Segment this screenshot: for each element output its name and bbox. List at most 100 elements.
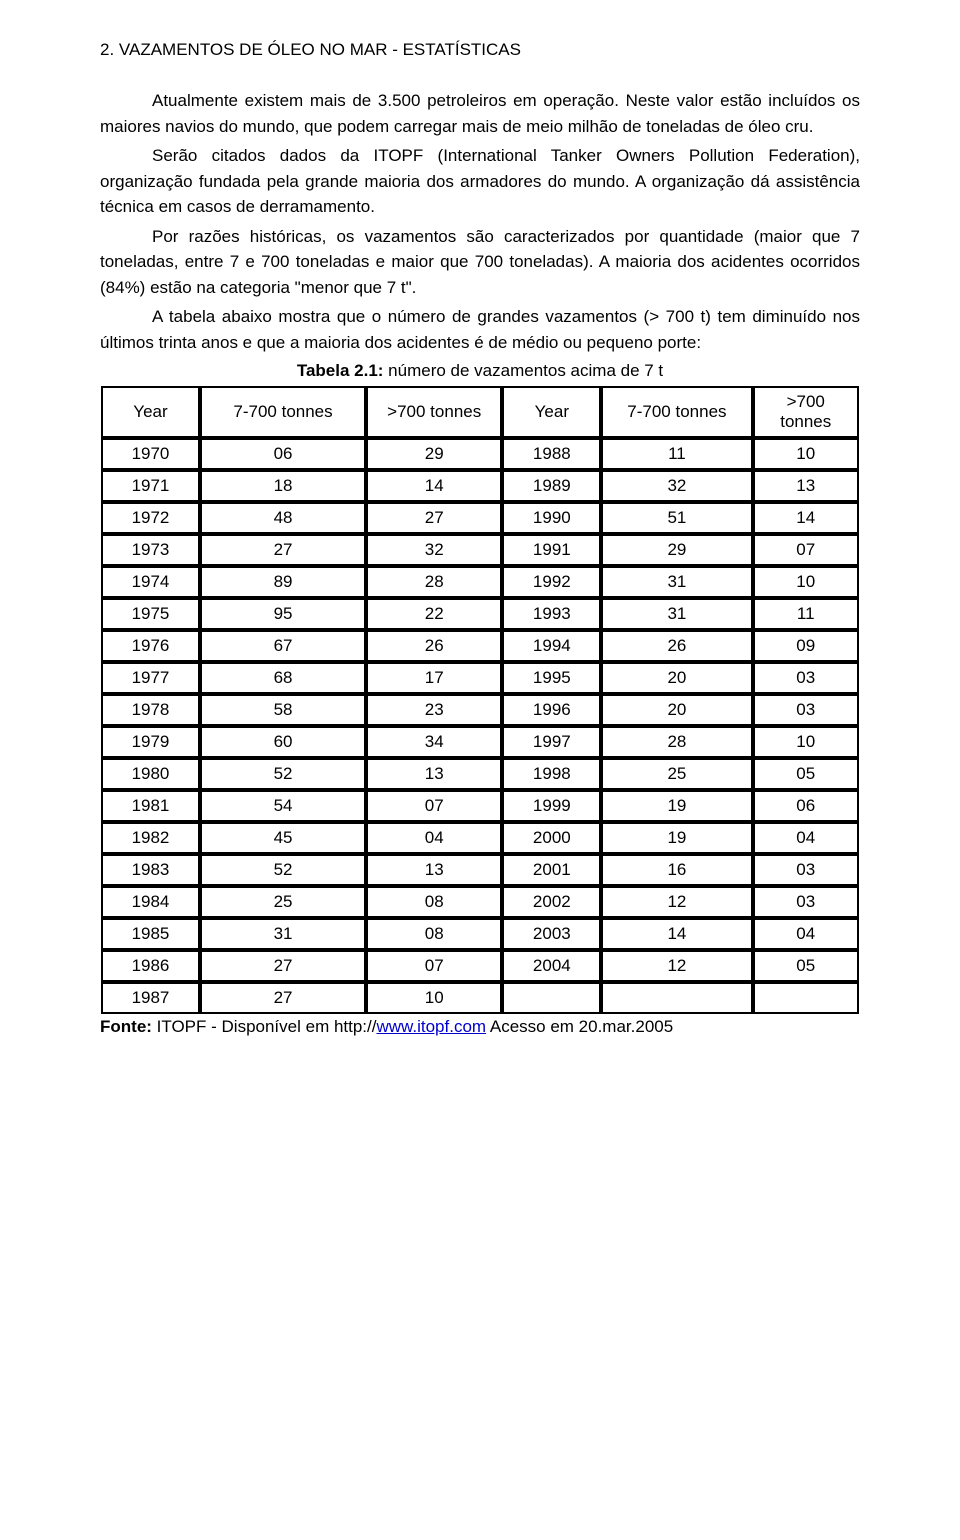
table-cell: 32 <box>367 535 501 565</box>
table-cell: 17 <box>367 663 501 693</box>
source-link[interactable]: www.itopf.com <box>376 1017 486 1036</box>
table-cell: 08 <box>367 887 501 917</box>
table-cell: 1993 <box>503 599 600 629</box>
table-cell: 27 <box>201 951 365 981</box>
table-cell: 1982 <box>102 823 199 853</box>
source-after-link: Acesso em 20.mar.2005 <box>486 1017 673 1036</box>
table-cell: 2003 <box>503 919 600 949</box>
table-cell: 14 <box>754 503 859 533</box>
table-cell: 1977 <box>102 663 199 693</box>
table-cell: 09 <box>754 631 859 661</box>
table-cell: 2000 <box>503 823 600 853</box>
table-row: 1970062919881110 <box>102 439 858 469</box>
table-cell: 06 <box>754 791 859 821</box>
table-cell: 52 <box>201 855 365 885</box>
table-cell: 28 <box>602 727 751 757</box>
table-cell: 04 <box>367 823 501 853</box>
table-cell: 58 <box>201 695 365 725</box>
table-cell: 1997 <box>503 727 600 757</box>
table-cell: 27 <box>367 503 501 533</box>
table-cell: 12 <box>602 887 751 917</box>
table-cell: 19 <box>602 791 751 821</box>
table-cell: 07 <box>754 535 859 565</box>
table-cell: 1984 <box>102 887 199 917</box>
table-cell: 1983 <box>102 855 199 885</box>
table-cell: 89 <box>201 567 365 597</box>
table-cell: 1979 <box>102 727 199 757</box>
paragraph-2: Serão citados dados da ITOPF (Internatio… <box>100 143 860 220</box>
table-cell: 1987 <box>102 983 199 1013</box>
paragraph-4: A tabela abaixo mostra que o número de g… <box>100 304 860 355</box>
table-source: Fonte: ITOPF - Disponível em http://www.… <box>100 1017 860 1037</box>
table-cell: 1978 <box>102 695 199 725</box>
table-cell: 1975 <box>102 599 199 629</box>
table-cell: 10 <box>754 727 859 757</box>
document-page: 2. VAZAMENTOS DE ÓLEO NO MAR - ESTATÍSTI… <box>0 0 960 1540</box>
table-cell: 31 <box>201 919 365 949</box>
table-cell: 2002 <box>503 887 600 917</box>
table-cell: 67 <box>201 631 365 661</box>
table-cell: 14 <box>602 919 751 949</box>
table-row: 1973273219912907 <box>102 535 858 565</box>
table-row: 1977681719952003 <box>102 663 858 693</box>
table-cell: 29 <box>367 439 501 469</box>
table-row: 1971181419893213 <box>102 471 858 501</box>
table-caption-prefix: Tabela 2.1: <box>297 361 384 380</box>
table-cell: 25 <box>201 887 365 917</box>
table-cell: 1985 <box>102 919 199 949</box>
table-cell: 1980 <box>102 759 199 789</box>
table-cell: 1986 <box>102 951 199 981</box>
table-cell: 13 <box>367 759 501 789</box>
table-cell: 20 <box>602 695 751 725</box>
table-cell: 23 <box>367 695 501 725</box>
table-cell: 07 <box>367 791 501 821</box>
spills-table: Year7-700 tonnes>700 tonnesYear7-700 ton… <box>100 385 860 1015</box>
table-cell: 11 <box>602 439 751 469</box>
table-cell: 1995 <box>503 663 600 693</box>
table-cell: 06 <box>201 439 365 469</box>
table-cell: 20 <box>602 663 751 693</box>
table-cell: 05 <box>754 759 859 789</box>
table-cell: 1991 <box>503 535 600 565</box>
table-cell: 51 <box>602 503 751 533</box>
table-cell: 13 <box>367 855 501 885</box>
table-cell: 25 <box>602 759 751 789</box>
paragraph-1: Atualmente existem mais de 3.500 petrole… <box>100 88 860 139</box>
table-row: 1986270720041205 <box>102 951 858 981</box>
table-cell: 1988 <box>503 439 600 469</box>
table-cell <box>503 983 600 1013</box>
table-cell: 13 <box>754 471 859 501</box>
table-cell: 31 <box>602 599 751 629</box>
table-cell: 32 <box>602 471 751 501</box>
table-cell: 1994 <box>503 631 600 661</box>
table-cell: 1970 <box>102 439 199 469</box>
table-cell: 1996 <box>503 695 600 725</box>
table-cell: 1981 <box>102 791 199 821</box>
table-row: 1978582319962003 <box>102 695 858 725</box>
table-row: 1976672619942609 <box>102 631 858 661</box>
table-row: 1975952219933111 <box>102 599 858 629</box>
table-header-cell: >700 tonnes <box>367 387 501 437</box>
table-cell: 11 <box>754 599 859 629</box>
table-cell: 29 <box>602 535 751 565</box>
table-cell: 04 <box>754 823 859 853</box>
table-cell: 27 <box>201 535 365 565</box>
table-cell: 54 <box>201 791 365 821</box>
table-cell: 03 <box>754 663 859 693</box>
table-cell: 14 <box>367 471 501 501</box>
table-caption: Tabela 2.1: número de vazamentos acima d… <box>100 361 860 381</box>
table-cell: 34 <box>367 727 501 757</box>
table-row: 1985310820031404 <box>102 919 858 949</box>
table-row: 19872710 <box>102 983 858 1013</box>
table-header-cell: Year <box>503 387 600 437</box>
table-row: 1981540719991906 <box>102 791 858 821</box>
table-cell: 28 <box>367 567 501 597</box>
table-row: 1979603419972810 <box>102 727 858 757</box>
table-header-cell: >700 tonnes <box>754 387 859 437</box>
table-cell: 22 <box>367 599 501 629</box>
table-cell: 19 <box>602 823 751 853</box>
table-header-row: Year7-700 tonnes>700 tonnesYear7-700 ton… <box>102 387 858 437</box>
source-label: Fonte: <box>100 1017 152 1036</box>
table-body: 1970062919881110197118141989321319724827… <box>102 439 858 1013</box>
table-cell: 1974 <box>102 567 199 597</box>
